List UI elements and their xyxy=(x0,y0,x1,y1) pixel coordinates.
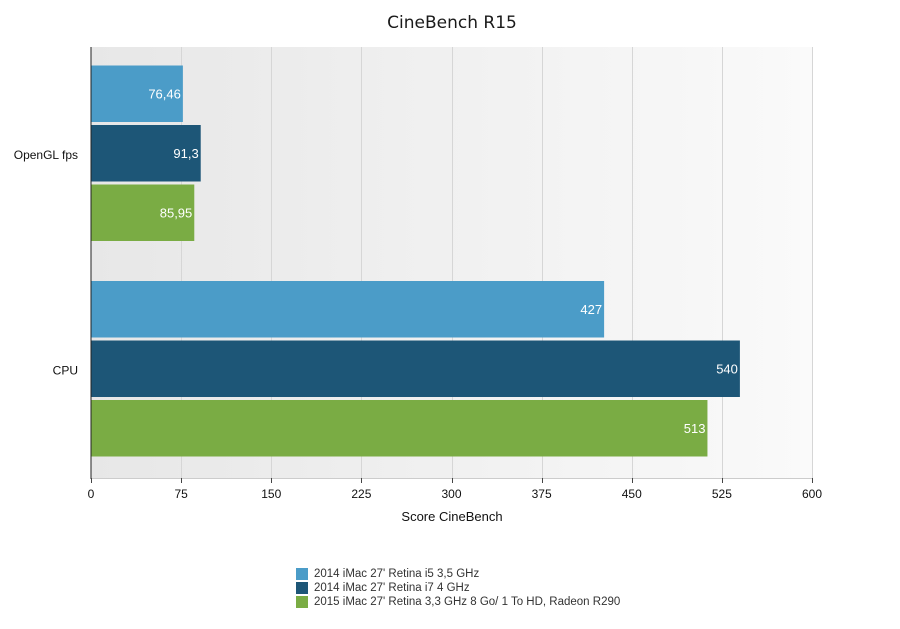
category-labels: OpenGL fps CPU xyxy=(14,148,78,378)
x-axis-ticks: 0 75 150 225 300 375 450 525 600 xyxy=(88,478,822,501)
chart-title: CineBench R15 xyxy=(387,13,517,33)
x-tick-label: 450 xyxy=(622,487,642,501)
bar-value-label: 540 xyxy=(716,361,738,376)
category-label: CPU xyxy=(53,363,78,377)
bar-value-label: 76,46 xyxy=(148,86,181,101)
x-tick-label: 150 xyxy=(261,487,281,501)
legend-label: 2014 iMac 27' Retina i7 4 GHz xyxy=(314,582,470,594)
category-label: OpenGL fps xyxy=(14,148,78,162)
x-tick-label: 600 xyxy=(802,487,822,501)
bar xyxy=(91,340,740,397)
legend-item: 2014 iMac 27' Retina i7 4 GHz xyxy=(296,581,620,595)
bar xyxy=(91,281,605,338)
x-tick-label: 525 xyxy=(712,487,732,501)
bar xyxy=(91,65,183,122)
x-tick-label: 0 xyxy=(88,487,95,501)
x-tick-label: 225 xyxy=(351,487,371,501)
legend: 2014 iMac 27' Retina i5 3,5 GHz 2014 iMac… xyxy=(296,567,620,609)
legend-swatch xyxy=(296,568,308,580)
bar xyxy=(91,400,708,457)
legend-item: 2014 iMac 27' Retina i5 3,5 GHz xyxy=(296,567,620,581)
bar xyxy=(91,184,195,241)
x-axis-title: Score CineBench xyxy=(401,509,502,524)
bar-value-label: 513 xyxy=(684,421,706,436)
x-tick-label: 300 xyxy=(441,487,461,501)
value-labels: 76,46 91,3 85,95 427 540 513 xyxy=(148,86,738,436)
legend-label: 2015 iMac 27' Retina 3,3 GHz 8 Go/ 1 To … xyxy=(314,596,621,608)
legend-swatch xyxy=(296,582,308,594)
bars xyxy=(91,65,740,457)
bar xyxy=(91,125,201,182)
legend-label: 2014 iMac 27' Retina i5 3,5 GHz xyxy=(314,568,480,580)
x-tick-label: 75 xyxy=(174,487,188,501)
bar-value-label: 85,95 xyxy=(160,205,193,220)
bar-value-label: 427 xyxy=(580,302,602,317)
bar-value-label: 91,3 xyxy=(173,146,198,161)
x-tick-label: 375 xyxy=(532,487,552,501)
legend-item: 2015 iMac 27' Retina 3,3 GHz 8 Go/ 1 To … xyxy=(296,595,620,609)
legend-swatch xyxy=(296,596,308,608)
